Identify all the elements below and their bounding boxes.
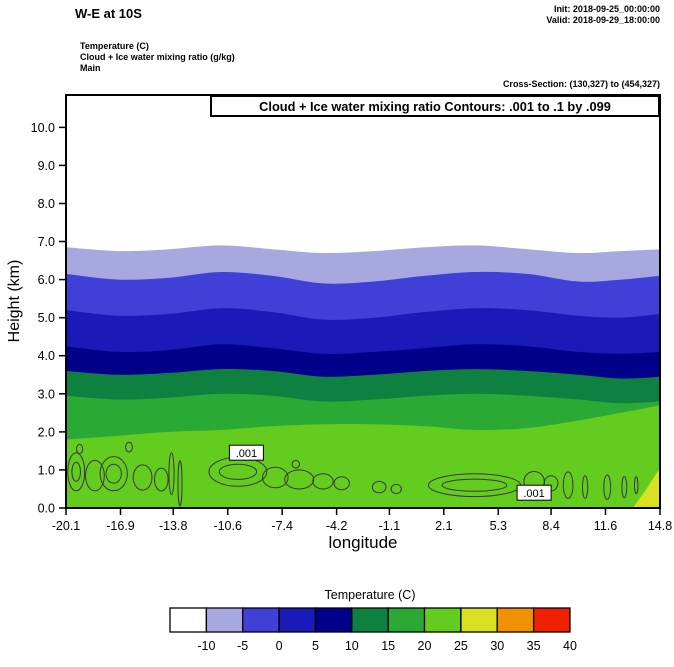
y-tick-label: 1.0 [38,463,55,477]
colorbar-cell [532,607,571,633]
legend-line-temperature: Temperature (C) [80,41,149,51]
colorbar-cell [169,607,208,633]
cloud-contour-line [291,459,300,469]
cloud-contour-line [284,469,315,490]
valid-label: Valid: 2018-09-29_18:00:00 [546,15,660,25]
y-tick-label: 6.0 [38,273,55,287]
colorbar-title: Temperature (C) [324,588,416,602]
x-axis-title: longitude [328,533,398,552]
contour-label-box [228,444,264,461]
legend-line-cloud-ice: Cloud + Ice water mixing ratio (g/kg) [80,52,235,62]
y-tick-label: 10.0 [31,121,55,135]
colorbar-tick-label: 10 [345,639,359,653]
contour-label: .001 [523,488,544,500]
colorbar-tick-label: 0 [276,639,283,653]
x-tick-label: -4.2 [326,519,348,533]
cloud-contour-line [85,459,105,492]
cloud-contour-line [132,464,153,491]
y-axis-title: Height (km) [6,259,23,343]
colorbar-cell [314,607,353,633]
contour-label: .001 [236,448,257,460]
y-tick-label: 7.0 [38,235,55,249]
x-tick-label: -16.9 [106,519,135,533]
page-title: W-E at 10S [75,6,142,21]
cross-section-coords-label: Cross-Section: (130,327) to (454,327) [502,79,660,89]
contour-info-box: Cloud + Ice water mixing ratio Contours:… [210,95,660,117]
x-tick-label: 8.4 [542,519,559,533]
cloud-contour-line [125,441,133,453]
x-tick-label: -13.8 [159,519,188,533]
x-tick-label: 14.8 [648,519,672,533]
cloud-contour-line [99,456,128,492]
cloud-contour-line [312,473,334,490]
colorbar-tick-label: -10 [197,639,215,653]
cloud-contour-line [562,471,574,500]
x-tick-label: 5.3 [490,519,507,533]
contour-label-box [516,484,552,501]
y-tick-label: 3.0 [38,387,55,401]
cloud-contour-line [218,463,258,480]
x-tick-label: -7.4 [271,519,293,533]
cloud-contour-line [390,483,402,495]
cloud-contour-line [168,452,175,496]
y-tick-label: 4.0 [38,349,55,363]
colorbar-cell [423,607,462,633]
colorbar-cell [205,607,244,633]
cloud-contour-line [621,475,628,499]
cloud-contour-line [634,476,639,495]
cloud-contour-line [262,466,289,489]
cloud-contour-line [154,467,169,492]
x-tick-label: -1.1 [379,519,401,533]
cloud-contour-line [76,443,84,455]
colorbar-cell [351,607,389,633]
x-tick-label: -10.6 [213,519,242,533]
colorbar-tick-label: 5 [312,639,319,653]
x-tick-label: 2.1 [435,519,452,533]
field-legend: Temperature (C) Cloud + Ice water mixing… [80,41,235,74]
warm-surface-patch [632,468,660,508]
init-label: Init: 2018-09-25_00:00:00 [553,4,660,14]
y-tick-label: 9.0 [38,159,55,173]
colorbar-cell [387,607,426,633]
cloud-contour-line [333,476,350,491]
colorbar-tick-label: 30 [490,639,504,653]
colorbar-cell [242,607,280,633]
legend-line-main: Main [80,63,101,73]
cloud-contour-line [67,452,86,492]
x-tick-label: 11.6 [594,519,617,533]
y-tick-label: 5.0 [38,311,55,325]
plot-fill-group [66,95,660,508]
cloud-contour-line [371,480,387,494]
cloud-contour-line [177,460,183,507]
colorbar-cell [496,607,535,633]
cloud-contour-line [582,475,589,500]
colorbar-cell [460,607,498,633]
y-tick-label: 0.0 [38,502,55,516]
colorbar-tick-label: 20 [418,639,432,653]
colorbar-tick-label: 35 [527,639,541,653]
colorbar-cell [278,607,317,633]
init-valid-block: Init: 2018-09-25_00:00:00 Valid: 2018-09… [546,4,660,26]
cloud-contour-line [603,474,612,500]
x-tick-label: -20.1 [52,519,81,533]
colorbar-tick-label: -5 [237,639,248,653]
y-tick-label: 8.0 [38,197,55,211]
y-tick-label: 2.0 [38,425,55,439]
temp-band-below-20C [66,405,660,508]
colorbar-tick-label: 15 [381,639,395,653]
colorbar-tick-label: 40 [563,639,577,653]
colorbar-tick-label: 25 [454,639,468,653]
cloud-contour-line [441,478,508,492]
cloud-contour-line [105,463,122,484]
cloud-contour-line [71,461,81,482]
